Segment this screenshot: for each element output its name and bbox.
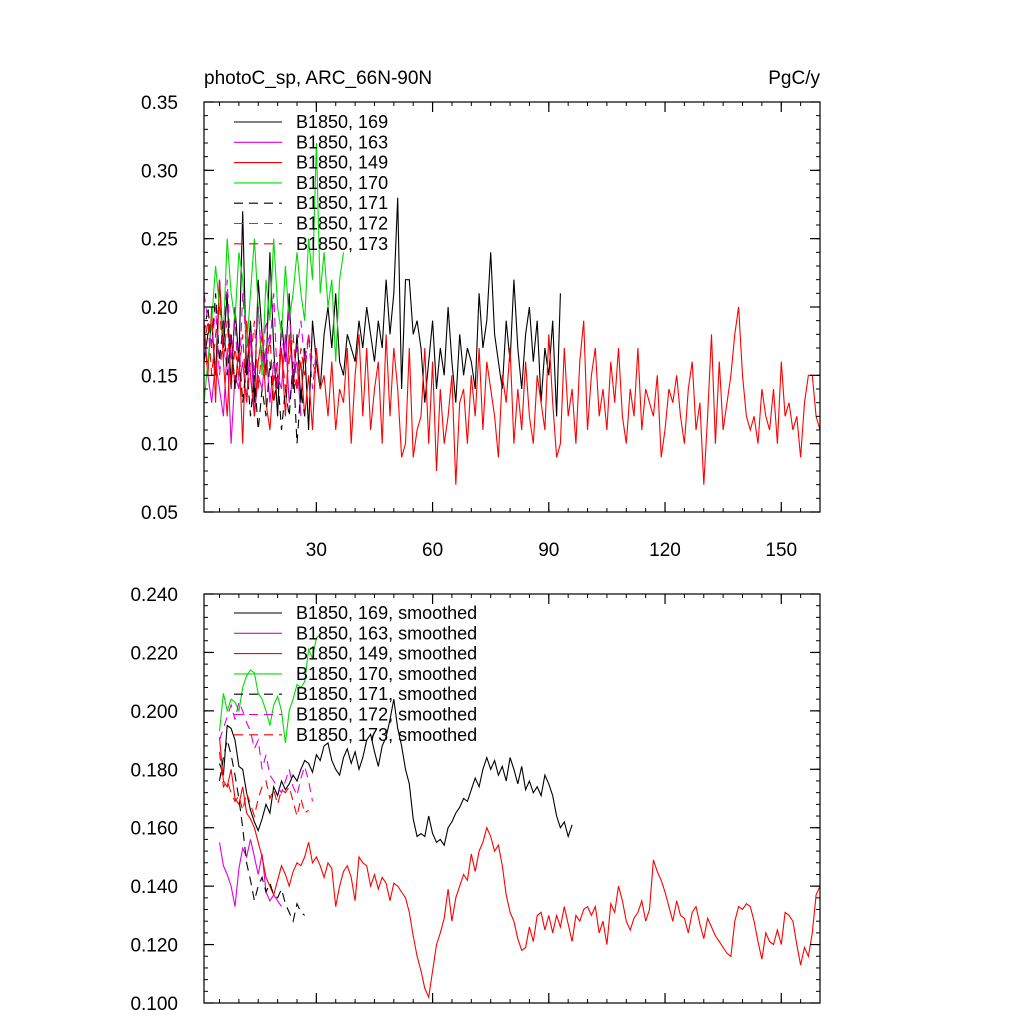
y-tick-label: 0.25: [141, 230, 178, 251]
y-tick-label: 0.30: [141, 161, 178, 182]
legend-label-3: B1850, 149, smoothed: [296, 644, 477, 664]
series-line-6: [218, 700, 314, 802]
legend-label-6: B1850, 172, smoothed: [296, 705, 477, 725]
bottom-panel: 0.100 0.120 0.140 0.160 0.180 0.200 0.220 0.240…: [130, 585, 821, 1015]
series-line-2: [218, 839, 282, 907]
legend-label-2: B1850, 163: [296, 132, 388, 152]
legend-label-5: B1850, 171, smoothed: [296, 684, 477, 704]
top-axis-layer: 0.05 0.10 0.15 0.20 0.25 0.30 0.35 30 60 90 120 150: [141, 93, 821, 561]
series-line-1: [218, 699, 573, 847]
y-tick-label: 0.120: [130, 936, 178, 957]
y-tick-label: 0.140: [130, 877, 178, 898]
legend-label-7: B1850, 173: [296, 234, 388, 254]
y-tick-label: 0.35: [141, 93, 178, 114]
bottom-axis-layer: 0.100 0.120 0.140 0.160 0.180 0.200 0.220 0.240: [130, 585, 821, 1015]
legend-label-1: B1850, 169, smoothed: [296, 603, 477, 623]
y-tick-label: 0.200: [130, 702, 178, 723]
y-tick-label: 0.05: [141, 503, 178, 524]
legend-label-6: B1850, 172: [296, 214, 388, 234]
legend-label-7: B1850, 173, smoothed: [296, 725, 477, 745]
x-tick-label: 120: [649, 540, 681, 561]
bottom-series-layer: [218, 634, 820, 1000]
series-line-7: [204, 306, 317, 403]
top-series-layer: [204, 142, 820, 485]
legend-label-2: B1850, 163, smoothed: [296, 623, 477, 643]
x-tick-label: 30: [306, 540, 327, 561]
series-line-5: [218, 739, 306, 923]
units-label: PgC/y: [768, 68, 820, 89]
chart-title: photoC_sp, ARC_66N-90N: [204, 68, 432, 89]
x-tick-label: 150: [765, 540, 797, 561]
series-line-4: [218, 634, 321, 744]
x-tick-label: 60: [422, 540, 443, 561]
series-line-3: [218, 737, 820, 1000]
series-line-4: [204, 142, 345, 403]
y-tick-label: 0.220: [130, 643, 178, 664]
top-panel: photoC_sp, ARC_66N-90N PgC/y 0.05 0.10 0.1…: [141, 68, 821, 561]
legend-label-4: B1850, 170, smoothed: [296, 664, 477, 684]
y-tick-label: 0.15: [141, 366, 178, 387]
legend-label-5: B1850, 171: [296, 193, 388, 213]
series-line-7: [218, 751, 309, 819]
y-tick-label: 0.240: [130, 585, 178, 606]
legend-label-4: B1850, 170: [296, 173, 388, 193]
x-tick-label: 90: [538, 540, 559, 561]
series-line-3: [204, 279, 820, 485]
y-tick-label: 0.180: [130, 760, 178, 781]
plot-frame: [203, 593, 821, 1004]
y-tick-label: 0.100: [130, 994, 178, 1015]
legend-label-3: B1850, 149: [296, 153, 388, 173]
y-tick-label: 0.20: [141, 298, 178, 319]
series-line-2: [204, 320, 302, 444]
y-tick-label: 0.10: [141, 435, 178, 456]
legend-label-1: B1850, 169: [296, 112, 388, 132]
series-line-6: [204, 279, 317, 390]
series-line-5: [204, 293, 306, 444]
y-tick-label: 0.160: [130, 819, 178, 840]
